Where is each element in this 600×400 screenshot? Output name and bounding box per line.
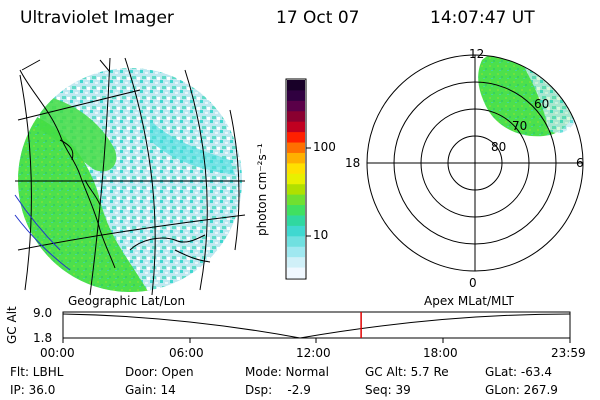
meridian-line xyxy=(124,57,156,296)
timeline-right-caption: Apex MLat/MLT xyxy=(424,294,514,308)
time-label: 14:07:47 UT xyxy=(430,8,535,28)
timeline-xtick-1: 06:00 xyxy=(169,346,204,360)
timeline-xtick-0: 00:00 xyxy=(40,346,75,360)
status-glat: GLat: -63.4 xyxy=(485,365,552,379)
meridian-line xyxy=(89,57,111,296)
mlt-label-top: 12 xyxy=(469,47,485,61)
colorbar-unit-label: photon cm⁻²s⁻¹ xyxy=(255,143,269,236)
colorbar-swatch xyxy=(287,246,305,258)
colorbar-tick-10: 10 xyxy=(313,228,329,242)
colorbar-swatch xyxy=(287,225,305,237)
status-gain: Gain: 14 xyxy=(125,383,176,397)
timeline-ymax: 9.0 xyxy=(33,306,53,320)
status-door: Door: Open xyxy=(125,365,194,379)
colorbar-swatch xyxy=(287,163,305,175)
colorbar-swatch xyxy=(287,90,305,102)
status-seq: Seq: 39 xyxy=(365,383,411,397)
status-dsp: Dsp: -2.9 xyxy=(245,383,311,397)
coastlines xyxy=(14,59,211,271)
colorbar-swatch xyxy=(287,121,305,133)
lat-label-70: 70 xyxy=(512,119,528,133)
colorbar-swatch xyxy=(287,152,305,164)
meridian-line xyxy=(184,69,208,291)
colorbar-swatch xyxy=(287,184,305,196)
timeline-ymin: 1.8 xyxy=(33,331,53,345)
timeline-xtick-2: 12:00 xyxy=(296,346,331,360)
status-ip: IP: 36.0 xyxy=(10,383,56,397)
mlt-label-left: 18 xyxy=(345,156,361,170)
timeline-left-caption: Geographic Lat/Lon xyxy=(68,294,186,308)
timeline-ylabel: GC Alt xyxy=(5,306,19,344)
colorbar-swatch xyxy=(287,215,305,227)
colorbar-swatch xyxy=(287,205,305,217)
date-label: 17 Oct 07 xyxy=(276,8,360,28)
globe-image xyxy=(18,68,242,292)
status-gcalt: GC Alt: 5.7 Re xyxy=(365,365,449,379)
colorbar xyxy=(285,78,311,280)
mlt-label-bottom: 0 xyxy=(469,276,477,290)
lat-label-80: 80 xyxy=(491,140,507,154)
latitude-line xyxy=(17,89,141,121)
colorbar-swatch xyxy=(287,236,305,248)
status-mode: Mode: Normal xyxy=(245,365,329,379)
colorbar-swatch xyxy=(287,80,305,92)
meridian-line xyxy=(229,109,240,251)
instrument-title: Ultraviolet Imager xyxy=(20,8,174,28)
timeline-xtick-3: 18:00 xyxy=(423,346,458,360)
polar-plot xyxy=(366,54,584,272)
colorbar-swatch xyxy=(287,173,305,185)
colorbar-swatch xyxy=(287,111,305,123)
colorbar-swatch xyxy=(287,132,305,144)
timeline-xtick-4: 23:59 xyxy=(551,346,586,360)
colorbar-swatch xyxy=(287,267,305,279)
latitude-line xyxy=(17,214,246,251)
colorbar-swatch xyxy=(287,194,305,206)
colorbar-tick-100: 100 xyxy=(313,140,336,154)
status-glon: GLon: 267.9 xyxy=(485,383,558,397)
colorbar-swatch xyxy=(287,100,305,112)
colorbar-swatch xyxy=(287,257,305,269)
globe-grid xyxy=(15,57,246,296)
lat-label-60: 60 xyxy=(534,97,550,111)
meridian-line xyxy=(19,74,32,291)
status-filter: Flt: LBHL xyxy=(10,365,64,379)
mlt-label-right: 6 xyxy=(576,156,584,170)
timeline-plot xyxy=(62,311,571,343)
colorbar-swatch xyxy=(287,142,305,154)
